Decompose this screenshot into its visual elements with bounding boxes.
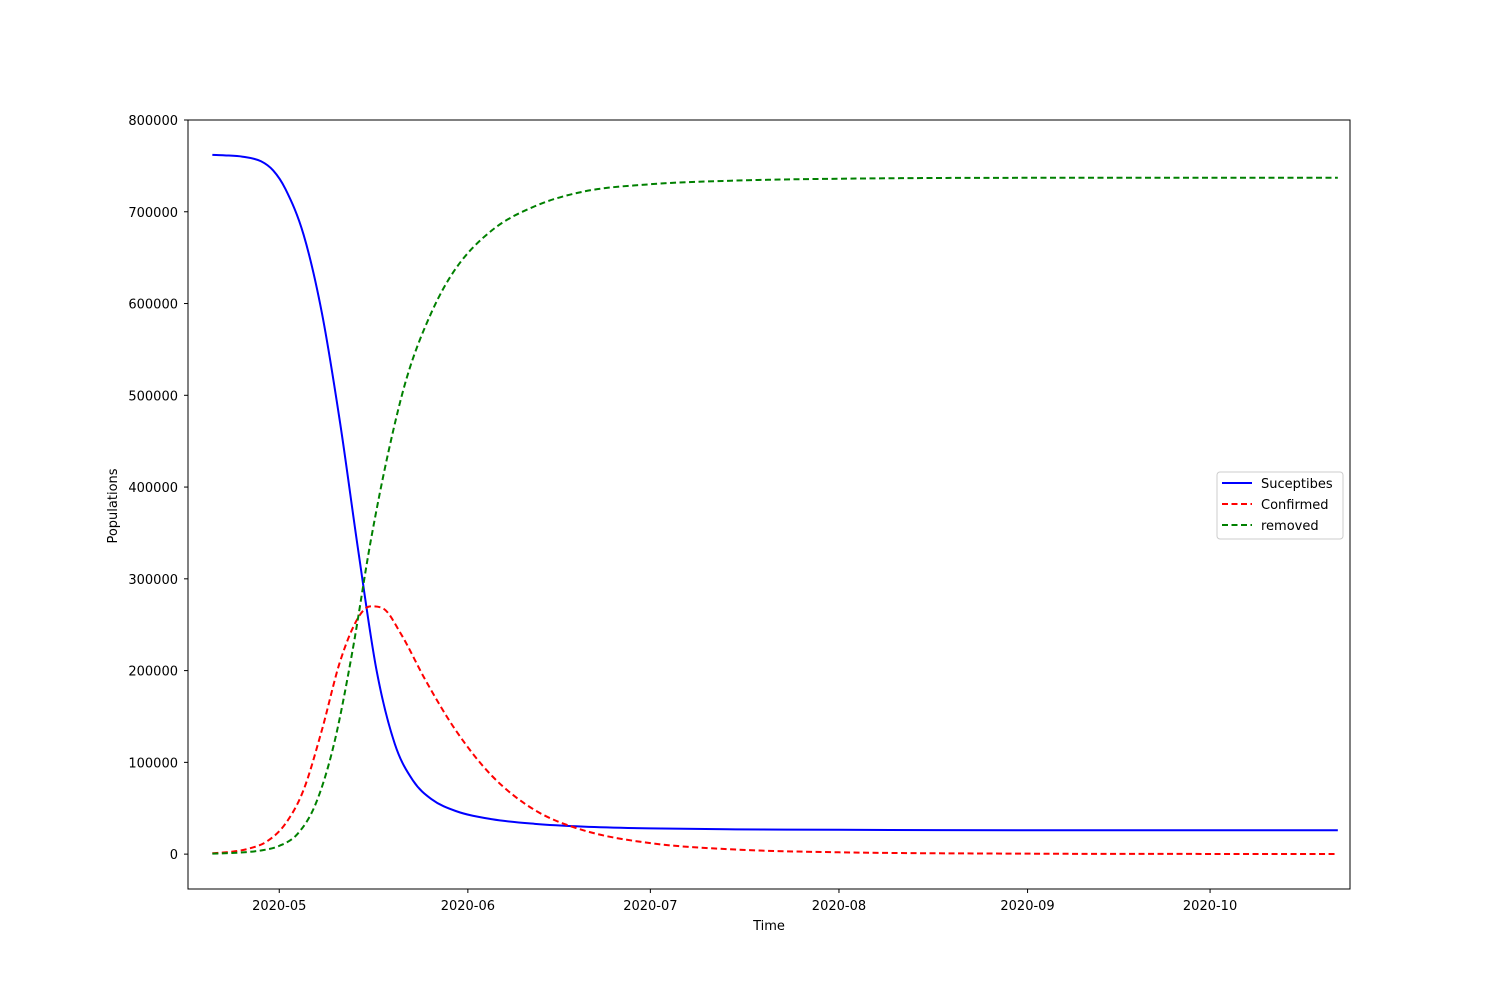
legend: Suceptibes Confirmed removed <box>1216 471 1344 540</box>
x-tick-label: 2020-07 <box>623 899 677 914</box>
ticks-layer: 0 100000 200000 300000 400000 500000 600000 700… <box>128 114 1237 914</box>
y-tick-label: 100000 <box>128 756 178 771</box>
legend-label-removed: removed <box>1261 519 1319 534</box>
y-tick-label: 200000 <box>128 665 178 680</box>
series-line-confirmed <box>212 605 1338 856</box>
series-layer <box>212 153 1338 856</box>
series-line-suceptibes <box>212 153 1338 832</box>
y-tick-label: 0 <box>170 848 178 863</box>
y-tick-label: 500000 <box>128 389 178 404</box>
series-line-removed <box>212 176 1338 855</box>
legend-label-confirmed: Confirmed <box>1261 498 1329 513</box>
y-tick-label: 700000 <box>128 206 178 221</box>
x-tick-label: 2020-05 <box>252 899 306 914</box>
y-tick-label: 400000 <box>128 481 178 496</box>
x-tick-label: 2020-08 <box>812 899 866 914</box>
y-tick-label: 300000 <box>128 573 178 588</box>
plot-frame <box>187 119 1351 890</box>
x-tick-label: 2020-09 <box>1000 899 1054 914</box>
x-axis-label: Time <box>752 919 785 934</box>
y-axis-label: Populations <box>106 468 121 543</box>
legend-box <box>1216 471 1344 540</box>
y-tick-label: 600000 <box>128 298 178 313</box>
legend-label-suceptibes: Suceptibes <box>1261 477 1333 492</box>
x-tick-label: 2020-06 <box>441 899 495 914</box>
x-tick-label: 2020-10 <box>1183 899 1237 914</box>
y-tick-label: 800000 <box>128 114 178 129</box>
